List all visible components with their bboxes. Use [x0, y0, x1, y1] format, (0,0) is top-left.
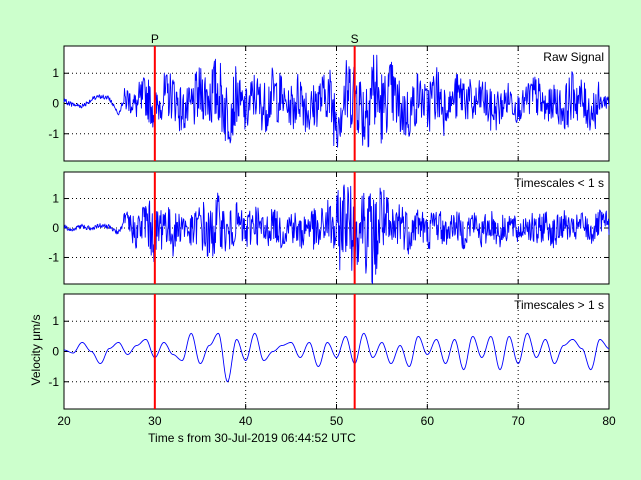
x-tick-label: 30	[148, 414, 162, 428]
panel-title: Timescales < 1 s	[514, 176, 604, 190]
phase-marker-label: S	[351, 32, 359, 46]
y-tick-label: 0	[52, 345, 59, 359]
panel-3: -1 0 1 Timescales > 1 s	[48, 293, 610, 410]
y-tick-label: 1	[52, 314, 59, 328]
y-tick-label: -1	[48, 375, 59, 389]
panel-title: Raw Signal	[543, 50, 604, 64]
y-tick-label: -1	[48, 127, 59, 141]
panel-2: -1 0 1 Timescales < 1 s	[48, 171, 610, 285]
panel-title: Timescales > 1 s	[514, 298, 604, 312]
y-tick-label: 1	[52, 192, 59, 206]
x-tick-label: 20	[57, 414, 71, 428]
panels-group: -1 0 1 Raw Signal -1 0 1 Timescales < 1 s -1 0 1 Ti…	[48, 45, 616, 428]
y-tick-label: 0	[52, 97, 59, 111]
y-tick-label: -1	[48, 250, 59, 264]
x-axis-label: Time s from 30-Jul-2019 06:44:52 UTC	[148, 431, 356, 445]
x-tick-label: 80	[602, 414, 616, 428]
y-axis-label: Velocity μm/s	[29, 315, 43, 386]
y-tick-label: 1	[52, 66, 59, 80]
x-tick-label: 40	[239, 414, 253, 428]
x-tick-label: 70	[511, 414, 525, 428]
panel-1: -1 0 1 Raw Signal	[48, 45, 610, 162]
phase-marker-label: P	[151, 32, 159, 46]
x-tick-label: 50	[330, 414, 344, 428]
y-tick-label: 0	[52, 221, 59, 235]
x-tick-label: 60	[421, 414, 435, 428]
